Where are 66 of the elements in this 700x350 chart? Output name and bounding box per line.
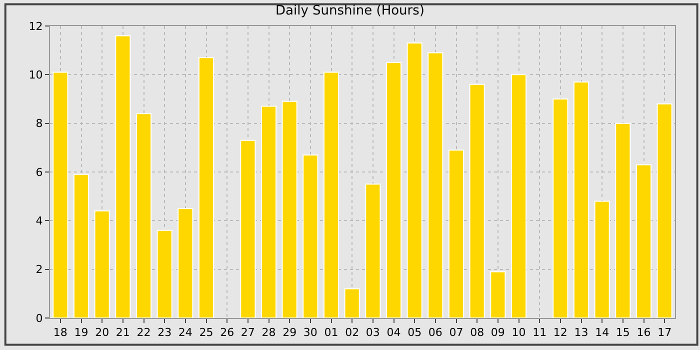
bar xyxy=(594,200,610,318)
x-tick-label: 16 xyxy=(636,326,651,340)
y-tick-label: 10 xyxy=(28,68,43,82)
bar xyxy=(428,52,444,318)
bar xyxy=(94,210,110,318)
bar xyxy=(365,184,381,318)
x-tick-label: 24 xyxy=(178,326,192,340)
x-tick-label: 26 xyxy=(220,326,234,340)
x-tick-label: 02 xyxy=(345,326,360,340)
x-tick-label: 27 xyxy=(240,326,255,340)
x-tick-label: 13 xyxy=(574,326,588,340)
bar xyxy=(552,98,568,318)
bar xyxy=(636,164,652,318)
bar xyxy=(615,122,631,318)
bar xyxy=(302,154,318,318)
x-tick-label: 28 xyxy=(262,326,276,340)
bar xyxy=(115,35,131,318)
x-tick-label: 20 xyxy=(95,326,110,340)
bar xyxy=(260,106,277,318)
chart-title: Daily Sunshine (Hours) xyxy=(276,3,424,18)
bar xyxy=(386,62,402,318)
bar xyxy=(52,72,68,318)
x-tick-label: 10 xyxy=(512,326,526,340)
x-tick-label: 08 xyxy=(470,326,484,340)
x-tick-label: 18 xyxy=(53,326,68,340)
bar xyxy=(198,57,214,318)
x-tick-label: 21 xyxy=(116,326,130,340)
bar xyxy=(282,100,298,318)
bar xyxy=(240,140,256,318)
bar xyxy=(510,74,527,318)
bar xyxy=(656,103,672,318)
x-tick-label: 07 xyxy=(449,326,464,340)
x-tick-label: 23 xyxy=(158,326,172,340)
x-tick-label: 15 xyxy=(616,326,630,340)
y-tick-label: 8 xyxy=(36,117,43,130)
y-tick-label: 12 xyxy=(28,20,43,33)
x-tick-label: 17 xyxy=(658,326,672,340)
x-tick-label: 29 xyxy=(282,326,297,340)
bar xyxy=(448,150,464,318)
bar xyxy=(323,72,340,318)
x-tick-label: 01 xyxy=(324,326,338,340)
y-tick-label: 2 xyxy=(36,263,43,276)
x-tick-label: 06 xyxy=(428,326,442,340)
bar xyxy=(573,81,590,318)
x-tick-label: 04 xyxy=(386,326,401,340)
x-tick-label: 05 xyxy=(408,326,422,340)
x-tick-label: 19 xyxy=(74,326,88,340)
y-tick-label: 4 xyxy=(36,214,43,228)
y-tick-label: 0 xyxy=(36,312,43,325)
bar xyxy=(469,84,485,318)
x-tick-label: 22 xyxy=(136,326,151,340)
bar xyxy=(156,230,172,318)
x-tick-label: 25 xyxy=(199,326,214,340)
bar xyxy=(406,42,422,318)
bar xyxy=(490,271,506,318)
y-tick-label: 6 xyxy=(36,166,43,179)
x-tick-label: 03 xyxy=(366,326,380,340)
x-tick-label: 09 xyxy=(490,326,505,340)
bar xyxy=(344,288,360,318)
bar xyxy=(178,208,194,318)
x-tick-label: 30 xyxy=(303,326,318,340)
x-tick-label: 12 xyxy=(553,326,568,340)
bar xyxy=(136,113,152,318)
x-tick-label: 14 xyxy=(595,326,610,340)
bar xyxy=(73,174,90,318)
x-tick-label: 11 xyxy=(532,326,547,340)
